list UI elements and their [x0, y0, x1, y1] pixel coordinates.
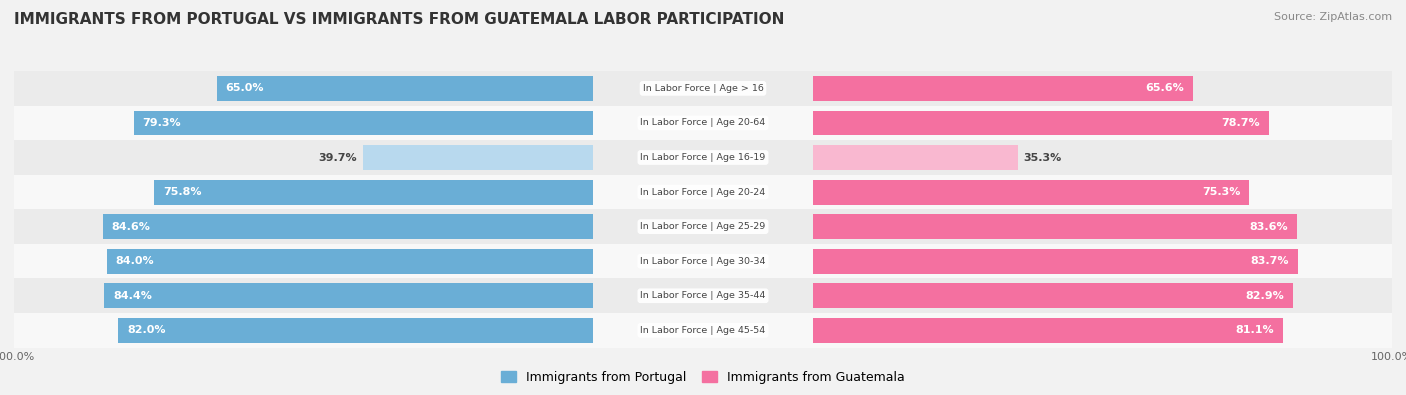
Bar — [813, 180, 1249, 205]
Bar — [134, 111, 593, 135]
Text: 81.1%: 81.1% — [1236, 325, 1274, 335]
Text: 84.6%: 84.6% — [112, 222, 150, 231]
Text: In Labor Force | Age 30-34: In Labor Force | Age 30-34 — [640, 257, 766, 266]
Bar — [0, 209, 1406, 244]
Bar — [813, 111, 1268, 135]
Bar — [813, 145, 1018, 170]
Bar — [0, 71, 1406, 106]
Text: 35.3%: 35.3% — [1024, 152, 1062, 162]
Bar — [0, 244, 1406, 278]
Bar — [813, 249, 1298, 274]
Bar — [0, 140, 1406, 175]
Bar — [0, 71, 1406, 106]
Text: IMMIGRANTS FROM PORTUGAL VS IMMIGRANTS FROM GUATEMALA LABOR PARTICIPATION: IMMIGRANTS FROM PORTUGAL VS IMMIGRANTS F… — [14, 12, 785, 27]
Bar — [0, 106, 1406, 140]
Text: 75.8%: 75.8% — [163, 187, 201, 197]
Bar — [0, 313, 1406, 348]
Text: Source: ZipAtlas.com: Source: ZipAtlas.com — [1274, 12, 1392, 22]
Bar — [0, 313, 1406, 348]
Legend: Immigrants from Portugal, Immigrants from Guatemala: Immigrants from Portugal, Immigrants fro… — [496, 366, 910, 389]
Bar — [0, 175, 1406, 209]
Bar — [118, 318, 593, 343]
Bar — [107, 249, 593, 274]
Text: 65.0%: 65.0% — [225, 83, 264, 93]
Bar — [0, 106, 1406, 140]
Text: 82.9%: 82.9% — [1246, 291, 1284, 301]
Text: In Labor Force | Age 16-19: In Labor Force | Age 16-19 — [640, 153, 766, 162]
Bar — [0, 106, 1406, 140]
Text: In Labor Force | Age 45-54: In Labor Force | Age 45-54 — [640, 326, 766, 335]
Text: In Labor Force | Age 25-29: In Labor Force | Age 25-29 — [640, 222, 766, 231]
Bar — [155, 180, 593, 205]
Bar — [0, 140, 1406, 175]
Bar — [0, 209, 1406, 244]
Bar — [0, 244, 1406, 278]
Text: In Labor Force | Age > 16: In Labor Force | Age > 16 — [643, 84, 763, 93]
Bar — [813, 283, 1294, 308]
Bar — [363, 145, 593, 170]
Text: 78.7%: 78.7% — [1222, 118, 1260, 128]
Bar — [0, 209, 1406, 244]
Bar — [217, 76, 593, 101]
Text: 84.0%: 84.0% — [115, 256, 155, 266]
Text: 83.6%: 83.6% — [1250, 222, 1288, 231]
Bar — [0, 175, 1406, 209]
Bar — [104, 283, 593, 308]
Bar — [0, 244, 1406, 278]
Bar — [103, 214, 593, 239]
Bar — [0, 278, 1406, 313]
Text: In Labor Force | Age 20-24: In Labor Force | Age 20-24 — [640, 188, 766, 197]
Text: 82.0%: 82.0% — [127, 325, 166, 335]
Bar — [813, 318, 1282, 343]
Text: 75.3%: 75.3% — [1202, 187, 1240, 197]
Bar — [813, 214, 1296, 239]
Bar — [0, 278, 1406, 313]
Text: 39.7%: 39.7% — [319, 152, 357, 162]
Text: 84.4%: 84.4% — [112, 291, 152, 301]
Text: 83.7%: 83.7% — [1250, 256, 1289, 266]
Bar — [0, 278, 1406, 313]
Text: In Labor Force | Age 35-44: In Labor Force | Age 35-44 — [640, 291, 766, 300]
Bar — [813, 76, 1192, 101]
Bar — [0, 71, 1406, 106]
Text: 65.6%: 65.6% — [1146, 83, 1184, 93]
Bar — [0, 140, 1406, 175]
Bar — [0, 313, 1406, 348]
Bar — [0, 175, 1406, 209]
Text: 79.3%: 79.3% — [142, 118, 181, 128]
Text: In Labor Force | Age 20-64: In Labor Force | Age 20-64 — [640, 118, 766, 128]
